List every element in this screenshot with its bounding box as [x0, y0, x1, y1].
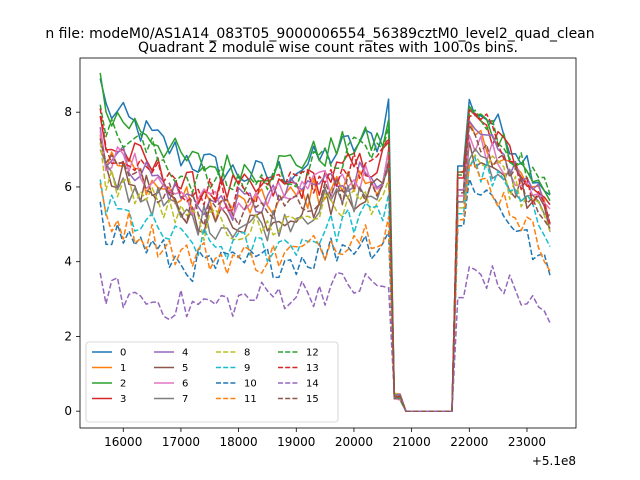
- y-tick-label: 6: [64, 180, 72, 194]
- x-tick-label: 23000: [508, 435, 546, 449]
- y-axis: 0 2 4 6 8: [64, 105, 80, 418]
- y-tick-label: 8: [64, 105, 72, 119]
- legend-label-14: 14: [306, 379, 319, 390]
- figure-suptitle: n file: modeM0/AS1A14_083T05_9000006554_…: [45, 26, 594, 42]
- legend-label-4: 4: [182, 348, 188, 359]
- legend-label-12: 12: [306, 348, 319, 359]
- legend-label-0: 0: [120, 348, 126, 359]
- series-line-15: [99, 124, 551, 412]
- series-line-12: [99, 104, 551, 412]
- series-line-8: [99, 142, 551, 412]
- series-line-13: [99, 108, 551, 412]
- x-tick-label: 22000: [450, 435, 488, 449]
- x-tick-label: 21000: [393, 435, 431, 449]
- chart-title: Quadrant 2 module wise count rates with …: [138, 40, 518, 56]
- series-line-9: [99, 156, 551, 412]
- legend-label-3: 3: [120, 394, 126, 405]
- series-line-11: [99, 164, 551, 412]
- y-tick-label: 2: [64, 329, 72, 343]
- legend-box: [85, 341, 339, 423]
- legend-label-9: 9: [244, 363, 250, 374]
- legend-label-13: 13: [306, 363, 319, 374]
- legend-label-10: 10: [244, 379, 257, 390]
- x-tick-label: 17000: [162, 435, 200, 449]
- series-layer: [99, 72, 551, 412]
- x-tick-label: 16000: [104, 435, 142, 449]
- x-tick-label: 18000: [220, 435, 258, 449]
- legend-label-8: 8: [244, 348, 250, 359]
- x-tick-label: 19000: [277, 435, 315, 449]
- x-axis: 16000 17000 18000 19000 20000 21000 22000 23000: [104, 428, 546, 449]
- axes-frame: [79, 57, 577, 429]
- legend-label-7: 7: [182, 394, 188, 405]
- legend-label-15: 15: [306, 394, 319, 405]
- x-offset-label: +5.1e8: [532, 454, 576, 468]
- series-line-6: [99, 130, 551, 412]
- series-line-14: [99, 265, 551, 412]
- legend-label-11: 11: [244, 394, 257, 405]
- legend-label-6: 6: [182, 379, 188, 390]
- y-tick-label: 4: [64, 255, 72, 269]
- legend-label-2: 2: [120, 379, 126, 390]
- x-tick-label: 20000: [335, 435, 373, 449]
- legend-label-1: 1: [120, 363, 126, 374]
- y-tick-label: 0: [64, 404, 72, 418]
- legend-label-5: 5: [182, 363, 188, 374]
